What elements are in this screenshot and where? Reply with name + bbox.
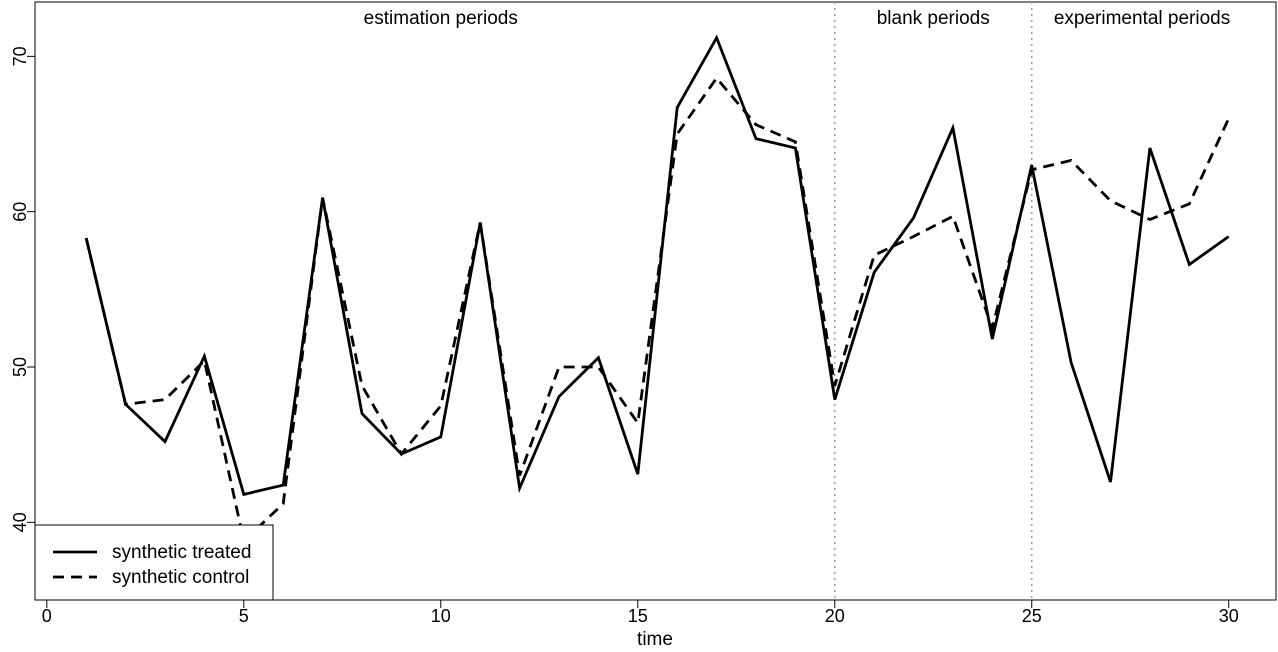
series-lines bbox=[84, 34, 1230, 544]
x-tick-label-3: 10 bbox=[431, 606, 451, 626]
series-line-2 bbox=[84, 75, 1230, 544]
x-tick-label-6: 25 bbox=[1022, 606, 1042, 626]
x-axis: 0 5 10 15 20 25 30 bbox=[42, 600, 1239, 626]
x-axis-label: time bbox=[637, 629, 673, 650]
y-tick-label-1: 40 bbox=[10, 512, 30, 532]
period-label-2: blank periods bbox=[877, 8, 990, 29]
x-tick-label-4: 15 bbox=[628, 606, 648, 626]
period-label-3: experimental periods bbox=[1054, 8, 1230, 29]
period-dividers bbox=[834, 2, 1033, 600]
y-tick-label-3: 60 bbox=[10, 202, 30, 222]
period-label-1: estimation periods bbox=[364, 8, 518, 29]
x-tick-label-5: 20 bbox=[825, 606, 845, 626]
legend: synthetic treated synthetic control bbox=[34, 524, 274, 601]
legend-label-2: synthetic control bbox=[112, 567, 249, 588]
x-tick-label-7: 30 bbox=[1219, 606, 1239, 626]
x-tick-label-2: 5 bbox=[239, 606, 249, 626]
x-tick-label-1: 0 bbox=[42, 606, 52, 626]
y-axis: 40 50 60 70 bbox=[10, 46, 35, 532]
period-labels: estimation periods blank periods experimen… bbox=[364, 8, 1231, 29]
legend-box bbox=[34, 524, 274, 601]
legend-label-1: synthetic treated bbox=[112, 542, 251, 563]
y-tick-label-2: 50 bbox=[10, 357, 30, 377]
y-tick-label-4: 70 bbox=[10, 46, 30, 66]
plot-frame bbox=[34, 1, 1277, 601]
series-line-1 bbox=[84, 34, 1230, 497]
